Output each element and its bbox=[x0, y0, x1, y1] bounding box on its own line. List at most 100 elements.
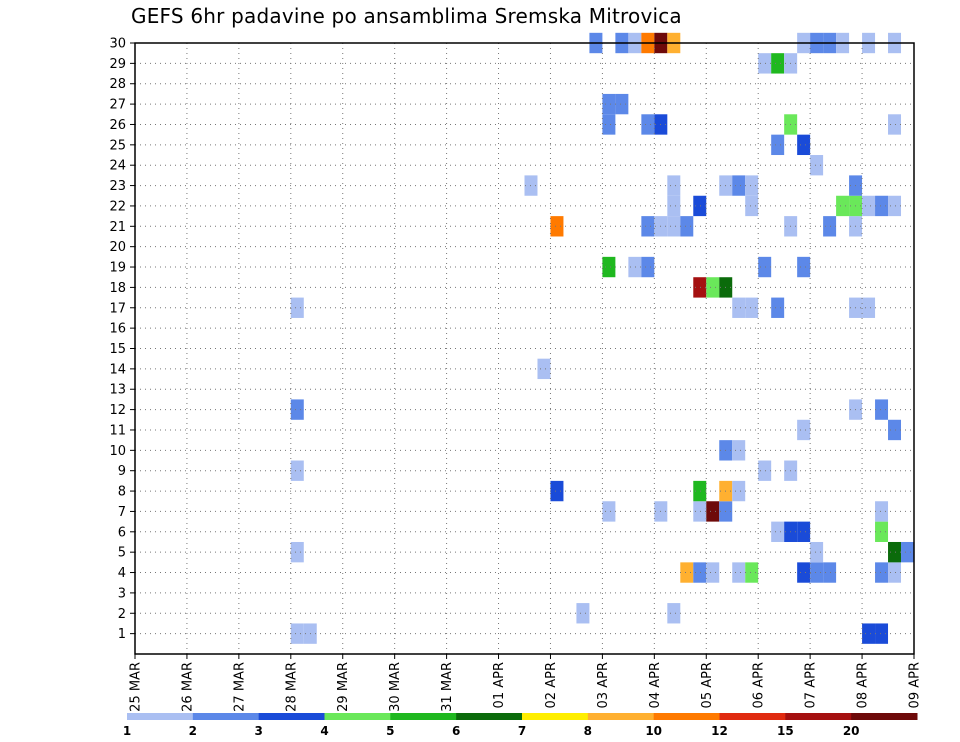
y-tick-label: 7 bbox=[118, 505, 126, 520]
precip-cell bbox=[732, 562, 746, 583]
colorbar-label: 2 bbox=[189, 724, 197, 738]
precip-cell bbox=[641, 114, 655, 135]
precip-cell bbox=[693, 277, 707, 298]
precip-cell bbox=[706, 501, 720, 522]
precip-cell bbox=[875, 399, 889, 420]
precip-cell bbox=[615, 93, 629, 115]
precip-cell bbox=[290, 297, 304, 318]
precip-cell bbox=[537, 358, 551, 380]
y-tick-label: 16 bbox=[109, 322, 126, 337]
x-tick-label: 05 APR bbox=[700, 662, 715, 708]
x-axis: 25 MAR 26 MAR 27 MAR 28 MAR 29 MAR 30 MAR 31 M… bbox=[129, 654, 923, 712]
precip-cell bbox=[875, 562, 889, 583]
y-tick-label: 22 bbox=[109, 199, 126, 214]
x-tick-label: 02 APR bbox=[544, 662, 559, 708]
y-tick-label: 28 bbox=[109, 77, 126, 92]
precip-cell bbox=[901, 541, 914, 563]
colorbar-label: 8 bbox=[584, 724, 592, 738]
x-tick-label: 03 APR bbox=[596, 662, 611, 708]
precip-cell bbox=[758, 256, 772, 278]
precip-cell bbox=[667, 195, 681, 217]
y-tick-label: 9 bbox=[118, 464, 126, 479]
y-tick-label: 10 bbox=[109, 444, 126, 459]
precip-cell bbox=[797, 419, 811, 441]
y-axis: 1234567891011121314151617181920212223242… bbox=[109, 37, 135, 642]
x-tick-label: 31 MAR bbox=[440, 662, 455, 712]
precip-cell bbox=[667, 175, 681, 196]
precip-cell bbox=[550, 480, 564, 502]
x-tick-label: 25 MAR bbox=[129, 662, 144, 712]
y-tick-label: 4 bbox=[118, 566, 126, 581]
y-tick-label: 11 bbox=[109, 423, 126, 438]
precip-cell bbox=[771, 134, 785, 156]
precip-cell bbox=[888, 562, 902, 583]
y-tick-label: 8 bbox=[118, 485, 126, 500]
precip-cell bbox=[888, 114, 902, 135]
y-tick-label: 14 bbox=[109, 362, 126, 377]
y-tick-label: 3 bbox=[118, 586, 126, 601]
y-tick-label: 2 bbox=[118, 607, 126, 622]
y-tick-label: 30 bbox=[109, 37, 126, 52]
precip-cells bbox=[290, 32, 914, 644]
colorbar-label: 20 bbox=[843, 724, 860, 738]
y-tick-label: 23 bbox=[109, 179, 126, 194]
colorbar-segment bbox=[719, 713, 786, 720]
y-tick-label: 1 bbox=[118, 627, 126, 642]
colorbar-label: 10 bbox=[645, 724, 662, 738]
precip-cell bbox=[745, 297, 759, 318]
precip-cell bbox=[797, 134, 811, 156]
precip-cell bbox=[732, 440, 746, 461]
colorbar-segment bbox=[785, 713, 852, 720]
precip-cell bbox=[732, 297, 746, 318]
precip-cell bbox=[797, 562, 811, 583]
precip-cell bbox=[602, 256, 616, 278]
colorbar-segment bbox=[456, 713, 523, 720]
y-tick-label: 25 bbox=[109, 138, 126, 153]
y-tick-label: 27 bbox=[109, 98, 126, 113]
precip-cell bbox=[888, 541, 902, 563]
grid-lines bbox=[135, 42, 914, 654]
colorbar-label: 4 bbox=[320, 724, 328, 738]
colorbar-segment bbox=[390, 713, 457, 720]
x-tick-label: 07 APR bbox=[804, 662, 819, 708]
colorbar-segment bbox=[192, 713, 260, 720]
x-tick-label: 30 MAR bbox=[388, 662, 403, 712]
y-tick-label: 19 bbox=[109, 261, 126, 276]
precip-cell bbox=[810, 541, 824, 563]
precip-cell bbox=[550, 216, 564, 237]
colorbar-segment bbox=[587, 713, 655, 720]
precip-cell bbox=[693, 195, 707, 217]
precip-cell bbox=[680, 216, 694, 237]
y-tick-label: 29 bbox=[109, 57, 126, 72]
x-tick-label: 09 APR bbox=[908, 662, 923, 708]
precip-cell bbox=[693, 480, 707, 502]
colorbar-segment bbox=[851, 713, 918, 720]
colorbar-segment bbox=[258, 713, 325, 720]
colorbar-segment bbox=[653, 713, 720, 720]
precip-cell bbox=[680, 562, 694, 583]
precip-cell bbox=[823, 562, 837, 583]
precip-cell bbox=[732, 175, 746, 196]
precip-cell bbox=[290, 541, 304, 563]
precip-cell bbox=[875, 195, 889, 217]
precip-cell bbox=[290, 623, 304, 644]
precip-cell bbox=[667, 216, 681, 237]
x-tick-label: 28 MAR bbox=[284, 662, 299, 712]
precip-cell bbox=[888, 195, 902, 217]
precip-cell bbox=[758, 460, 772, 481]
precip-cell bbox=[706, 562, 720, 583]
x-tick-label: 06 APR bbox=[752, 662, 767, 708]
precip-cell bbox=[875, 501, 889, 522]
precip-cell bbox=[797, 256, 811, 278]
colorbar-label: 3 bbox=[254, 724, 262, 738]
colorbar-label: 5 bbox=[386, 724, 394, 738]
colorbar-label: 15 bbox=[777, 724, 794, 738]
x-tick-label: 29 MAR bbox=[336, 662, 351, 712]
precip-cell bbox=[771, 521, 785, 542]
chart-title: GEFS 6hr padavine po ansamblima Sremska … bbox=[131, 4, 682, 28]
x-tick-label: 08 APR bbox=[856, 662, 871, 708]
precip-cell bbox=[745, 562, 759, 583]
precip-cell bbox=[875, 521, 889, 542]
colorbar-label: 7 bbox=[518, 724, 526, 738]
y-tick-label: 20 bbox=[109, 240, 126, 255]
